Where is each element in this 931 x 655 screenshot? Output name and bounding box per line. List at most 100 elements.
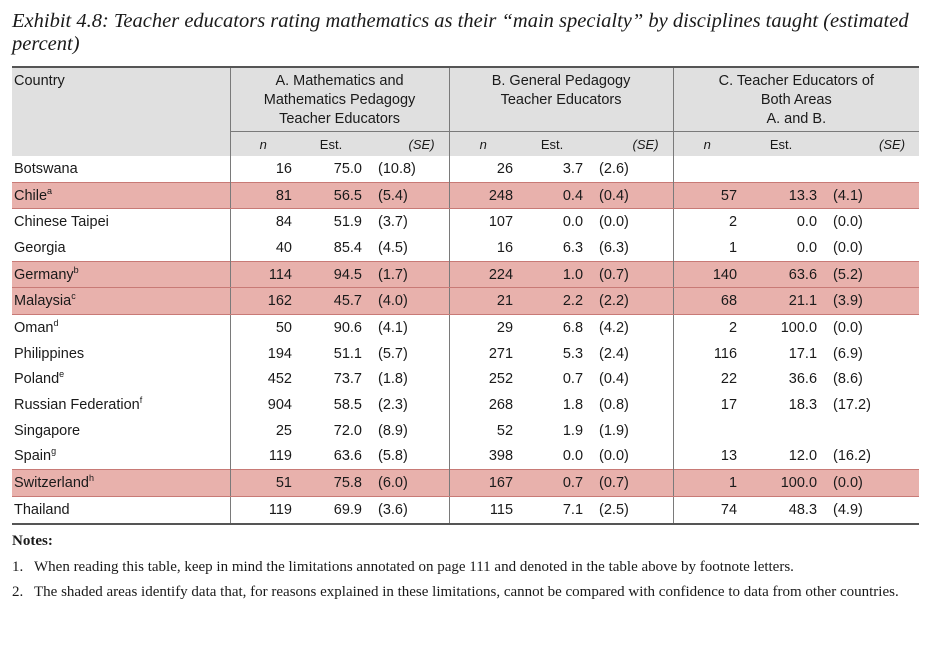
b-est-cell: 5.3	[562, 345, 584, 362]
country-cell: Philippines	[12, 340, 231, 367]
b-se-cell: (2.6)	[587, 156, 674, 183]
c-n-cell: 13	[720, 448, 738, 465]
c-se-cell: (16.2)	[833, 448, 871, 465]
country-name: Thailand	[14, 501, 70, 518]
c-se-cell: (4.9)	[821, 496, 920, 525]
c-se-cell: (4.1)	[821, 181, 920, 210]
a-est-cell: 51.1	[333, 345, 362, 362]
group-b-header-line: B. General Pedagogy	[491, 73, 631, 89]
a-n-cell: 904	[267, 397, 292, 414]
b-est-cell: 0.0	[562, 214, 584, 231]
footnote-marker: g	[51, 446, 57, 457]
column-group-header-row: Country A. Mathematics and Mathematics P…	[12, 67, 920, 132]
a-est-cell: 85.4	[333, 239, 362, 256]
a-se-cell: (5.7)	[366, 340, 450, 367]
group-c-header-line: A. and B.	[766, 111, 827, 127]
b-est-cell: 0.7	[562, 371, 584, 388]
footnote-marker: c	[71, 291, 76, 302]
b-est-cell: 0.0	[562, 448, 584, 465]
b-est-cell: 1.8	[562, 397, 584, 414]
c-n-cell: 22	[720, 371, 738, 388]
table-row: Georgia 40 85.4 (4.5) 16 6.3 (6.3) 1 0.0 (0.0)	[12, 235, 919, 262]
country-name: Singapore	[14, 422, 81, 439]
group-c-header-line: C. Teacher Educators of	[718, 73, 874, 89]
country-cell: Georgia	[12, 235, 231, 262]
a-n-cell: 51	[230, 469, 296, 497]
a-est-cell: 90.6	[333, 319, 362, 336]
group-c-header: C. Teacher Educators of Both Areas A. an…	[673, 67, 920, 132]
country-cell: Polande	[12, 366, 231, 393]
c-se-cell	[821, 418, 919, 444]
table-row: Singapore 25 72.0 (8.9) 52 1.9 (1.9)	[12, 417, 919, 444]
b-n-cell: 16	[496, 239, 514, 256]
country-cell: Chinese Taipei	[12, 208, 231, 236]
c-n-cell: 2	[728, 214, 738, 231]
note-number: 2.	[12, 584, 24, 600]
a-n-cell: 40	[275, 239, 292, 256]
c-n-cell: 74	[673, 496, 742, 525]
c-est-cell	[741, 418, 821, 444]
c-n-cell: 1	[673, 469, 742, 497]
b-est-cell: 1.0	[517, 260, 588, 289]
b-n-header: n	[449, 131, 518, 156]
a-se-cell: (2.3)	[366, 392, 450, 418]
a-n-cell: 81	[230, 181, 296, 210]
footnote-marker: b	[73, 264, 79, 275]
c-se-cell: (0.0)	[821, 469, 920, 497]
b-se-cell: (2.2)	[587, 287, 674, 316]
notes-section: Notes: 1. When reading this table, keep …	[12, 531, 920, 607]
b-se-header: (SE)	[587, 131, 674, 156]
footnote-marker: f	[139, 395, 143, 406]
country-cell: Spaing	[12, 443, 231, 470]
country-cell: Singapore	[12, 417, 231, 444]
b-est-cell: 6.8	[562, 319, 584, 336]
column-subheader-row: n Est. (SE) n Est. (SE) n Est. (SE)	[12, 131, 920, 156]
a-est-cell: 58.5	[333, 397, 362, 414]
country-cell: Germanyb	[12, 260, 231, 289]
group-a-header-line: Mathematics Pedagogy	[263, 92, 416, 108]
c-est-cell: 17.1	[788, 345, 818, 362]
b-se-cell: (0.4)	[587, 366, 674, 393]
b-est-cell: 2.2	[517, 287, 588, 316]
b-se-cell: (4.2)	[587, 314, 674, 341]
exhibit-title: Exhibit 4.8: Teacher educators rating ma…	[12, 10, 909, 55]
group-a-header-line: Teacher Educators	[279, 111, 400, 127]
b-n-cell: 107	[488, 214, 514, 231]
note-text: The shaded areas identify data that, for…	[34, 584, 899, 600]
b-n-cell: 224	[449, 260, 518, 289]
c-n-cell: 140	[673, 260, 742, 289]
table-row: Omand 50 90.6 (4.1) 29 6.8 (4.2) 2 100.0 (0.0)	[12, 314, 919, 341]
a-n-cell: 119	[230, 496, 296, 525]
a-est-cell: 72.0	[333, 422, 362, 439]
table-row: Chinese Taipei 84 51.9 (3.7) 107 0.0 (0.0) 2 0.0…	[12, 208, 919, 236]
b-est-cell: 0.4	[517, 181, 588, 210]
country-cell: Omand	[12, 314, 231, 341]
a-est-cell: 45.7	[296, 287, 366, 316]
b-n-cell: 167	[449, 469, 518, 497]
a-est-cell: 69.9	[296, 496, 366, 525]
table-body: Botswana 16 75.0 (10.8) 26 3.7 (2.6) Chilea 81 56…	[12, 156, 920, 525]
b-se-cell: (6.3)	[587, 235, 674, 262]
country-name: Switzerland	[14, 475, 89, 492]
country-name: Chile	[14, 187, 48, 204]
a-est-cell: 51.9	[333, 214, 362, 231]
note-item: 1. When reading this table, keep in mind…	[12, 557, 920, 578]
b-n-cell: 52	[496, 422, 514, 439]
country-name: Spain	[14, 448, 52, 465]
c-est-cell: 100.0	[741, 469, 822, 497]
country-name: Botswana	[14, 160, 78, 177]
c-est-cell: 100.0	[780, 319, 818, 336]
c-est-cell: 0.0	[796, 214, 818, 231]
a-se-cell: (5.8)	[366, 443, 450, 470]
note-number: 1.	[12, 559, 24, 575]
b-n-cell: 398	[488, 448, 514, 465]
c-est-cell	[741, 156, 821, 182]
a-est-header: Est.	[296, 131, 366, 156]
c-se-cell: (0.0)	[833, 319, 863, 336]
b-n-cell: 115	[449, 496, 518, 525]
country-cell: Russian Federationf	[12, 392, 231, 418]
c-se-cell: (5.2)	[821, 260, 920, 289]
a-est-cell: 56.5	[296, 181, 366, 210]
a-n-cell: 162	[230, 287, 296, 316]
table-row: Philippines 194 51.1 (5.7) 271 5.3 (2.4) 116 17.…	[12, 340, 919, 367]
